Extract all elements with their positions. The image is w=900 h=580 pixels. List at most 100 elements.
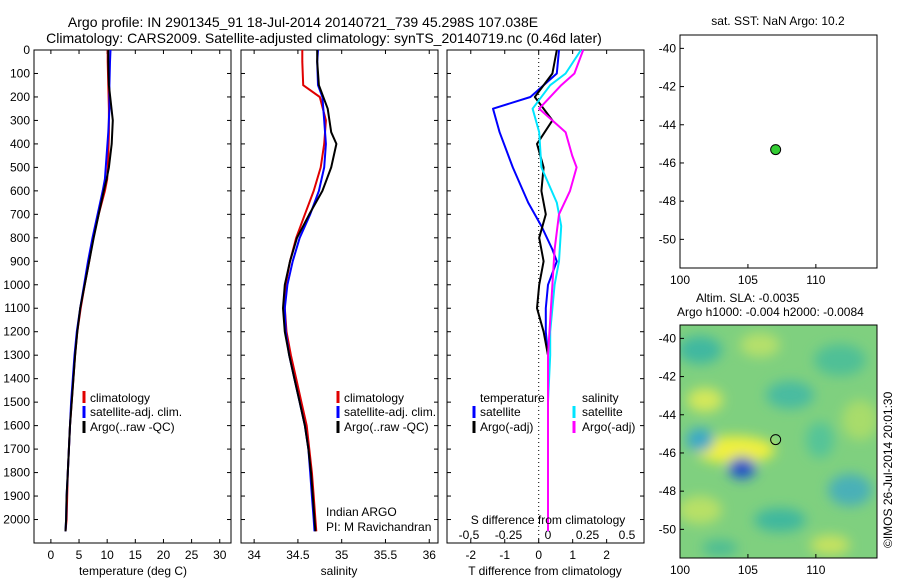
salinity-axes (240, 49, 439, 544)
x-tick-label: 5 (76, 548, 83, 562)
map-y-tick-label: -40 (659, 41, 677, 55)
s-tick-label: 0.5 (619, 528, 636, 542)
sla-map-axes (679, 324, 878, 559)
legend-label: Argo(..raw -QC) (90, 420, 175, 434)
legend-title-temperature: temperature (480, 391, 545, 405)
x-tick-label: 36 (423, 548, 437, 562)
legend-label: climatology (90, 391, 150, 405)
y-tick-label: 0 (23, 43, 30, 57)
y-tick-label: 500 (10, 160, 30, 174)
s-tick-label: -0.5 (459, 528, 480, 542)
map-y-tick-label: -50 (659, 232, 677, 246)
map-x-tick-label: 100 (670, 273, 690, 287)
y-tick-label: 1900 (3, 489, 30, 503)
y-tick-label: 900 (10, 254, 30, 268)
y-tick-label: 1500 (3, 395, 30, 409)
difference-xlabel: T difference from climatology (468, 564, 622, 578)
temperature-axes (33, 49, 232, 544)
x-tick-label: -1 (499, 548, 510, 562)
credit-line-2: PI: M Ravichandran (326, 520, 431, 534)
y-tick-label: 1000 (3, 278, 30, 292)
map-y-tick-label: -48 (659, 194, 677, 208)
salinity-legend: climatology satellite-adj. clim. Argo(..… (336, 391, 436, 434)
map-y-tick-label: -42 (659, 80, 677, 94)
credit-line-1: Indian ARGO (326, 505, 397, 519)
map-y-tick-label: -44 (659, 408, 677, 422)
y-tick-label: 800 (10, 231, 30, 245)
x-tick-label: 34 (247, 548, 261, 562)
sla-map-title-1: Altim. SLA: -0.0035 (696, 291, 800, 305)
x-tick-label: 1 (569, 548, 576, 562)
map-y-tick-label: -42 (659, 370, 677, 384)
y-tick-label: 400 (10, 137, 30, 151)
y-tick-label: 600 (10, 184, 30, 198)
legend-label: Argo(-adj) (582, 420, 635, 434)
y-tick-label: 700 (10, 207, 30, 221)
legend-label: Argo(-adj) (480, 420, 533, 434)
x-tick-label: 15 (129, 548, 143, 562)
map-x-tick-label: 105 (738, 273, 758, 287)
y-tick-label: 200 (10, 90, 30, 104)
x-tick-label: 25 (185, 548, 199, 562)
map-x-tick-label: 110 (806, 563, 825, 577)
difference-legend: temperature salinity satellite Argo(-adj… (472, 391, 635, 434)
legend-label: Argo(..raw -QC) (344, 420, 429, 434)
map-y-tick-label: -48 (659, 484, 677, 498)
s-tick-label: 0.25 (576, 528, 600, 542)
legend-label: satellite-adj. clim. (344, 405, 436, 419)
x-tick-label: 35 (335, 548, 349, 562)
y-tick-label: 300 (10, 113, 30, 127)
s-tick-label: 0 (545, 528, 552, 542)
x-tick-label: 10 (100, 548, 114, 562)
x-tick-label: 34.5 (286, 548, 310, 562)
map-x-tick-label: 110 (806, 273, 825, 287)
sst-map-title: sat. SST: NaN Argo: 10.2 (711, 14, 845, 28)
title-line-1: Argo profile: IN 2901345_91 18-Jul-2014 … (68, 14, 538, 30)
title-line-2: Climatology: CARS2009. Satellite-adjuste… (46, 30, 602, 46)
x-tick-label: 0 (535, 548, 542, 562)
salinity-xlabel: salinity (321, 564, 358, 578)
map-x-tick-label: 100 (670, 563, 690, 577)
s-tick-label: -0.25 (495, 528, 523, 542)
x-tick-label: 0 (48, 548, 55, 562)
temperature-legend: climatology satellite-adj. clim. Argo(..… (82, 391, 182, 434)
argo-position-marker (770, 144, 782, 156)
legend-label: satellite (480, 405, 521, 419)
sla-map-title-2: Argo h1000: -0.004 h2000: -0.0084 (677, 305, 864, 319)
y-tick-label: 1200 (3, 325, 30, 339)
map-x-tick-label: 105 (738, 563, 758, 577)
y-tick-label: 1300 (3, 348, 30, 362)
temperature-xlabel: temperature (deg C) (79, 564, 187, 578)
x-tick-label: 30 (213, 548, 227, 562)
y-tick-label: 1100 (4, 301, 30, 315)
series-line (64, 50, 114, 532)
y-tick-label: 1800 (3, 466, 30, 480)
imos-stamp: ©IMOS 26-Jul-2014 20:01:30 (881, 391, 895, 548)
y-tick-label: 1400 (3, 372, 30, 386)
y-tick-label: 1700 (3, 442, 30, 456)
x-tick-label: 20 (157, 548, 171, 562)
y-tick-label: 2000 (3, 513, 30, 527)
difference-axes (446, 49, 645, 544)
y-tick-label: 100 (10, 66, 30, 80)
legend-title-salinity: salinity (582, 391, 619, 405)
legend-label: satellite (582, 405, 623, 419)
x-tick-label: 2 (603, 548, 610, 562)
x-tick-label: 35.5 (374, 548, 398, 562)
sla-heatmap (680, 325, 877, 558)
map-y-tick-label: -44 (659, 118, 677, 132)
map-y-tick-label: -40 (659, 331, 677, 345)
series-line (531, 49, 582, 532)
map-y-tick-label: -46 (659, 446, 677, 460)
argo-position-marker (770, 434, 782, 446)
y-tick-label: 1600 (3, 419, 30, 433)
x-tick-label: -2 (465, 548, 476, 562)
series-line (282, 50, 338, 532)
legend-label: satellite-adj. clim. (90, 405, 182, 419)
series-line (538, 49, 585, 532)
map-y-tick-label: -50 (659, 522, 677, 536)
legend-label: climatology (344, 391, 404, 405)
s-difference-axis-label: S difference from climatology (471, 513, 626, 527)
map-y-tick-label: -46 (659, 156, 677, 170)
